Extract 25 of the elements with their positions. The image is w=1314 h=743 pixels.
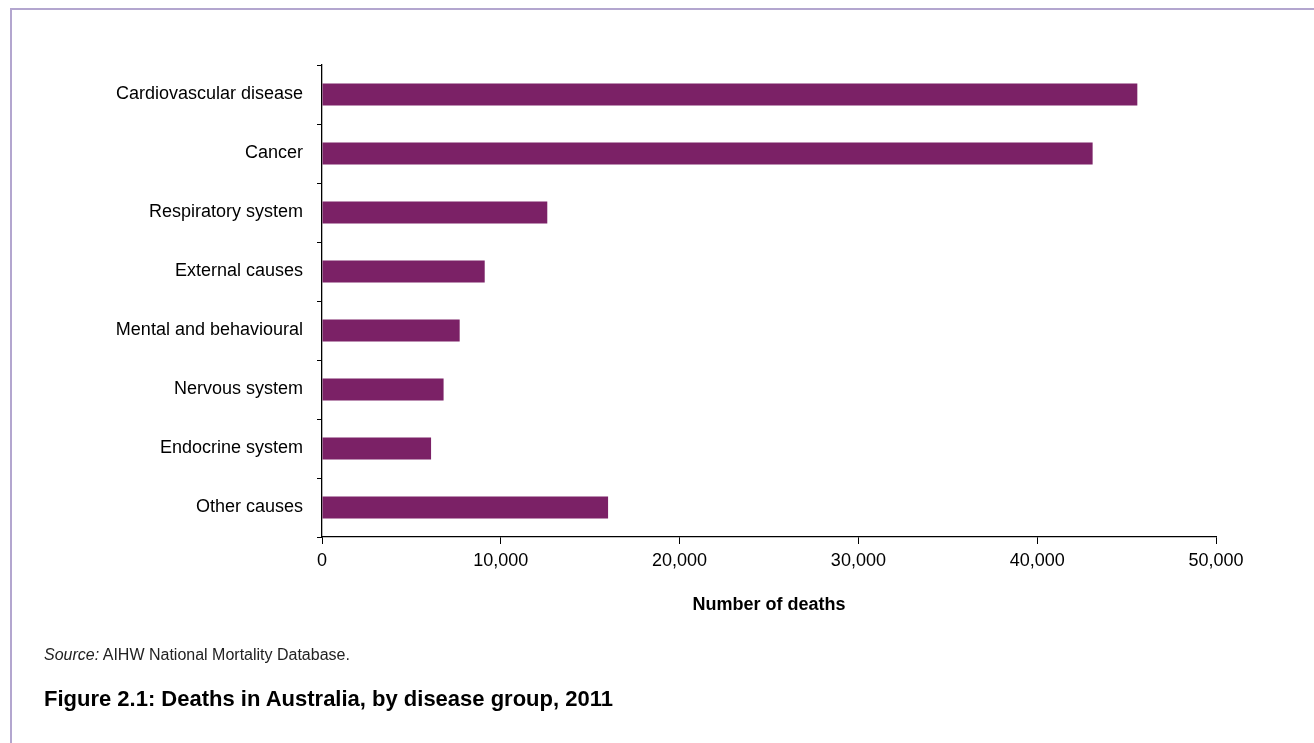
x-tick-label: 10,000 xyxy=(473,549,529,570)
y-tick-label: Respiratory system xyxy=(148,201,303,222)
text: Figure 2.1: Deaths in Australia, by disease group, 2011 xyxy=(44,686,613,712)
x-tick-label: 40,000 xyxy=(1009,549,1065,570)
bar xyxy=(322,496,609,519)
bar xyxy=(322,83,1138,106)
source-note: Source: AIHW National Mortality Database. xyxy=(44,646,350,664)
x-axis-title: Number of deaths xyxy=(692,594,846,615)
y-tick-label: Mental and behavioural xyxy=(115,319,303,340)
x-tick-label: 50,000 xyxy=(1188,549,1244,570)
x-tick-label: 30,000 xyxy=(830,549,886,570)
y-tick-label: Endocrine system xyxy=(159,437,303,458)
bar xyxy=(322,378,444,401)
bar xyxy=(322,437,432,460)
x-tick-label: 0 xyxy=(316,549,328,570)
bar xyxy=(322,142,1093,165)
x-tick-label: 20,000 xyxy=(652,549,708,570)
bar xyxy=(322,260,485,283)
y-tick-label: Nervous system xyxy=(173,378,303,399)
y-tick-label: Other causes xyxy=(195,496,303,517)
bar xyxy=(322,319,460,342)
y-tick-label: External causes xyxy=(174,260,303,281)
y-tick-label: Cancer xyxy=(244,142,303,163)
y-tick-label: Cardiovascular disease xyxy=(115,83,303,104)
bar xyxy=(322,201,548,224)
